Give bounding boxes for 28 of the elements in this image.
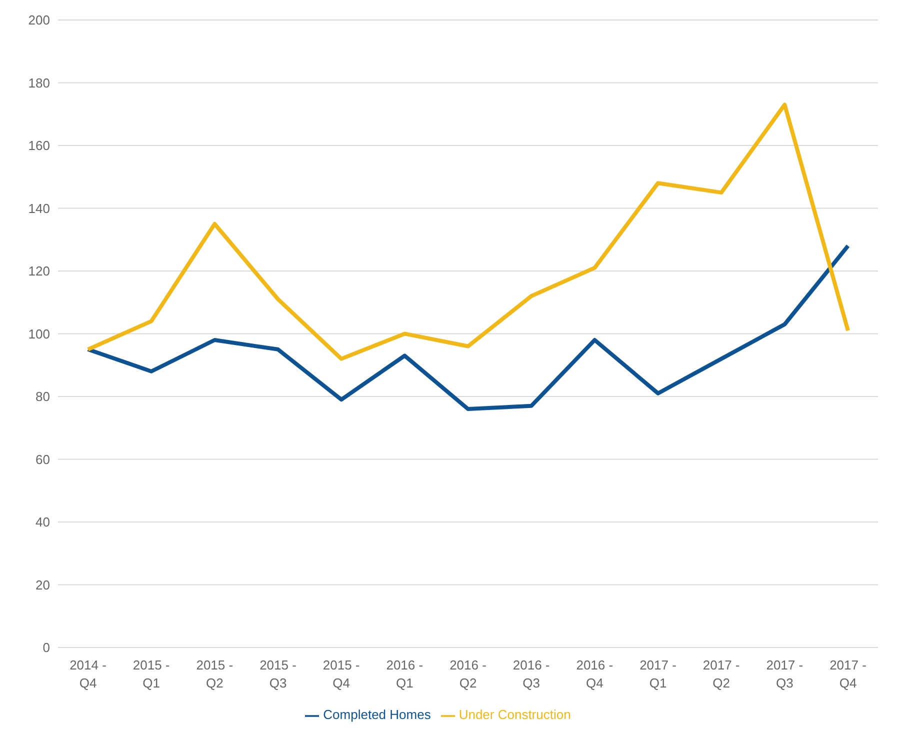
y-tick-label: 160 [28,138,50,154]
x-tick-label: 2017 - Q4 [830,657,866,690]
x-tick-label: 2016 - Q2 [450,657,486,690]
y-tick-label: 0 [42,640,50,656]
legend-label: Under Construction [458,707,571,722]
x-tick-label: 2015 - Q3 [260,657,296,690]
y-tick-label: 100 [28,326,50,342]
y-tick-label: 20 [36,577,50,592]
x-tick-label: 2017 - Q1 [640,657,676,690]
x-tick-label: 2017 - Q3 [766,657,804,690]
y-tick-label: 40 [36,514,50,530]
y-tick-label: 180 [28,75,50,90]
legend-label: Completed Homes [323,707,431,722]
x-tick-label: 2015 - Q1 [132,657,170,690]
y-tick-label: 60 [36,452,50,467]
y-tick-label: 140 [28,200,50,216]
line-series [86,244,850,412]
x-tick-label: 2014 - Q4 [70,657,106,690]
line-series [86,102,850,361]
y-tick-label: 200 [28,12,50,28]
x-tick-label: 2016 - Q3 [512,657,550,690]
y-tick-label: 80 [36,389,50,404]
x-tick-label: 2017 - Q2 [702,657,740,690]
x-tick-label: 2015 - Q4 [322,657,360,690]
x-tick-label: 2016 - Q4 [576,657,614,690]
x-tick-label: 2016 - Q1 [386,657,424,690]
y-tick-label: 120 [28,264,50,279]
x-tick-label: 2015 - Q2 [196,657,234,690]
